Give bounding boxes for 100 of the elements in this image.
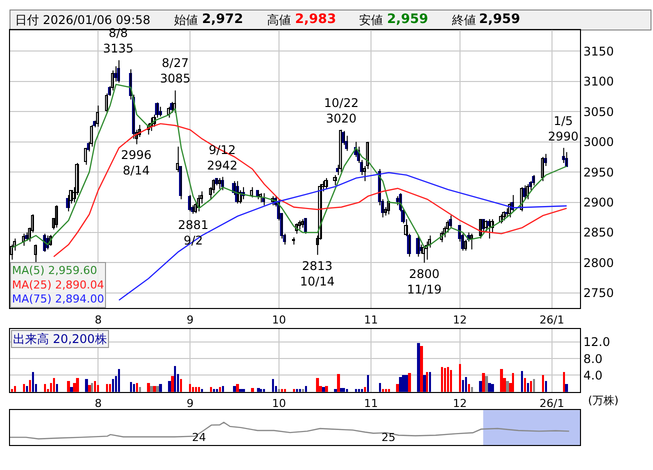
annotation: 10/22 3020 [324, 96, 359, 126]
bar [426, 372, 428, 392]
bar [174, 366, 176, 392]
bar [147, 383, 150, 392]
y-tick-label: 3100 [583, 74, 614, 89]
bar [153, 386, 156, 392]
bar [530, 381, 532, 392]
bar [322, 387, 325, 392]
bar [76, 378, 79, 392]
bar [420, 346, 423, 392]
bar [195, 387, 197, 392]
bar [316, 378, 319, 392]
x-tick-label: 11 [364, 313, 378, 326]
y-tick-label: 4.0 [583, 368, 602, 382]
bar [305, 386, 307, 392]
bar [130, 382, 132, 392]
x-tick-label: 10 [272, 397, 286, 410]
x-tick-label: 25 [381, 431, 396, 444]
y-tick-label: 3150 [583, 44, 614, 58]
x-tick-label: 24 [192, 431, 206, 444]
bar [563, 372, 565, 392]
x-tick-label: 10 [272, 313, 286, 326]
bar [405, 375, 408, 392]
bar [468, 384, 470, 392]
bar [136, 383, 138, 392]
y-tick-label: 2800 [583, 256, 614, 270]
text: 安値 [359, 13, 383, 27]
bar [222, 386, 224, 392]
bar [168, 381, 171, 392]
y-tick-label: 2900 [583, 195, 614, 210]
bar [56, 384, 58, 392]
bar [485, 376, 488, 392]
text: 2,959 [479, 12, 520, 27]
x-tick-label: 11 [364, 397, 378, 410]
bar [91, 383, 93, 392]
bar [23, 384, 25, 392]
x-tick-label: 8 [94, 397, 102, 410]
bar [192, 387, 194, 392]
bar [488, 383, 491, 392]
bar [340, 388, 343, 392]
bar [67, 381, 70, 392]
bar [444, 368, 446, 392]
bar [156, 386, 159, 392]
bar [233, 386, 236, 392]
bar [429, 372, 431, 392]
bar [109, 384, 111, 392]
text: 日付 2026/01/06 09:58 [15, 13, 150, 27]
bar [133, 384, 135, 392]
y-tick-label: 3000 [583, 135, 614, 150]
bar [343, 388, 345, 392]
bar [542, 375, 544, 392]
bar [14, 386, 16, 392]
bar [32, 372, 34, 392]
bar [471, 387, 473, 392]
y-tick-label: 12.0 [583, 335, 610, 350]
bar [44, 384, 46, 392]
bar [53, 378, 55, 392]
bar [459, 364, 461, 392]
bar [465, 377, 467, 392]
bar [106, 384, 108, 392]
bar [210, 387, 212, 392]
bar [482, 373, 485, 392]
text: MA(25) 2,890.04 [12, 278, 104, 292]
text: 2,972 [202, 12, 244, 27]
bar [159, 384, 162, 392]
bar [171, 376, 174, 392]
text: 2,959 [387, 12, 428, 27]
bar [251, 388, 254, 392]
text: 高値 [267, 13, 291, 27]
bar [198, 387, 200, 392]
chart-title: 出来高 20,200株 [13, 332, 107, 346]
bar [545, 381, 547, 392]
bar [26, 386, 28, 392]
bar [112, 379, 114, 392]
x-tick-label: 26/1 [539, 397, 564, 410]
bar [423, 375, 426, 392]
y-tick-label: 2750 [583, 286, 614, 300]
series-label: MA(5) 2,959.60 [12, 264, 98, 277]
bar [524, 378, 526, 392]
bar [150, 386, 153, 392]
bar [506, 381, 509, 392]
bar [408, 373, 411, 392]
text: 2,983 [295, 12, 336, 27]
annotation: 1/5 2990 [548, 114, 579, 144]
bar [94, 381, 96, 392]
y-tick-label: 2950 [583, 165, 614, 180]
bar [447, 367, 449, 392]
annotation: 2996 8/14 [121, 148, 152, 178]
bar [364, 387, 366, 392]
bar [139, 387, 141, 392]
y-tick-label: 8.0 [583, 352, 602, 366]
x-tick-label: 26/1 [539, 313, 564, 326]
annotation: 8/27 3085 [160, 56, 191, 86]
x-tick-label: 9 [186, 397, 194, 410]
text: 始値 [174, 13, 198, 27]
bar [325, 386, 328, 392]
bar [367, 375, 369, 392]
bar [417, 343, 420, 392]
y-tick-label: 3050 [583, 104, 614, 119]
x-tick-label: 12 [452, 313, 467, 326]
